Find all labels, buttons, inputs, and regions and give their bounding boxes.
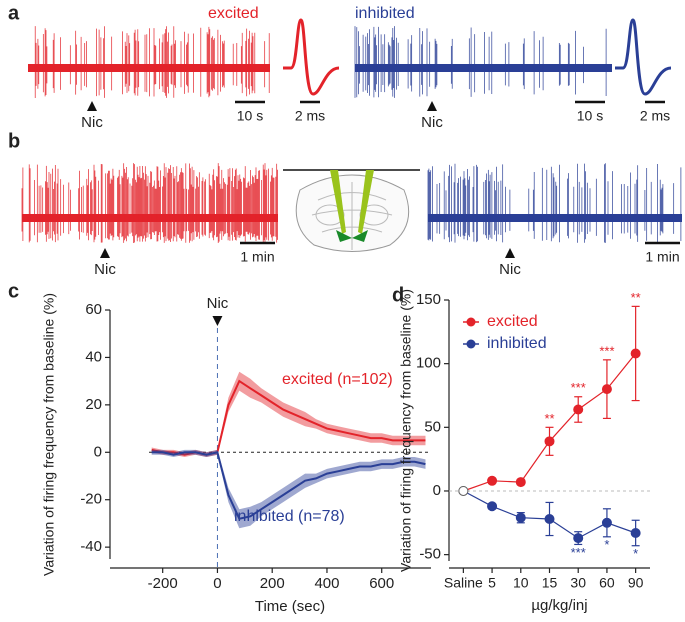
trace-baseline <box>28 64 270 72</box>
spike-trace <box>21 163 278 243</box>
spike-waveform <box>615 18 672 96</box>
y-tick-label: -20 <box>80 491 102 508</box>
nic-label: Nic <box>94 261 116 278</box>
x-tick-label: 200 <box>260 575 285 592</box>
significance-label: ** <box>631 290 641 305</box>
data-point <box>544 436 555 447</box>
x-axis-title: Time (sec) <box>255 598 325 615</box>
significance-label: ** <box>544 411 554 426</box>
data-point <box>515 477 526 488</box>
data-point <box>487 501 498 512</box>
trace-baseline <box>355 64 612 72</box>
scale-label: 2 ms <box>295 108 325 124</box>
data-point <box>487 475 498 486</box>
scale-label: 10 s <box>237 108 263 124</box>
legend-label: excited <box>487 313 538 330</box>
spike-trace <box>34 26 270 98</box>
x-axis-title: µg/kg/inj <box>531 597 587 614</box>
spike-trace <box>354 26 607 98</box>
significance-label: *** <box>571 380 586 395</box>
panel-letter: d <box>392 284 404 306</box>
x-tick-label: -200 <box>148 575 178 592</box>
legend-label: inhibited <box>487 335 547 352</box>
x-tick-label: 15 <box>542 575 558 591</box>
trace-baseline <box>428 214 682 222</box>
trace-title: inhibited <box>355 5 415 22</box>
y-tick-label: 100 <box>416 355 441 372</box>
significance-label: *** <box>599 343 614 358</box>
nic-label: Nic <box>499 261 521 278</box>
nic-label: Nic <box>81 114 103 131</box>
y-tick-label: 60 <box>85 301 102 318</box>
event-arrow <box>212 316 223 326</box>
significance-label: * <box>633 546 638 561</box>
nic-arrow <box>505 248 515 258</box>
data-point <box>601 384 612 395</box>
panel-letter: a <box>8 2 20 24</box>
data-point <box>630 527 641 538</box>
x-tick-label: Saline <box>444 575 483 591</box>
y-tick-label: 40 <box>85 348 102 365</box>
y-axis-title: Variation of firing frequency from basel… <box>398 289 414 572</box>
y-tick-label: -50 <box>419 546 441 563</box>
legend-marker <box>466 339 476 349</box>
y-tick-label: 20 <box>85 396 102 413</box>
data-point <box>573 404 584 415</box>
event-label: Nic <box>207 295 229 312</box>
data-point <box>458 485 469 496</box>
nic-arrow <box>87 101 97 111</box>
scale-label: 1 min <box>240 249 274 265</box>
nic-arrow <box>427 101 437 111</box>
scale-label: 2 ms <box>640 108 670 124</box>
x-tick-label: 400 <box>314 575 339 592</box>
x-tick-label: 5 <box>488 575 496 591</box>
spike-waveform <box>283 18 340 96</box>
legend-marker <box>466 317 476 327</box>
scale-label: 10 s <box>577 108 603 124</box>
data-point <box>630 348 641 359</box>
x-tick-label: 30 <box>570 575 586 591</box>
significance-label: *** <box>571 545 586 560</box>
scale-label: 1 min <box>645 249 679 265</box>
y-tick-label: 0 <box>433 482 441 499</box>
x-tick-label: 0 <box>213 575 221 592</box>
mean-line <box>151 451 426 520</box>
spike-trace <box>427 163 682 243</box>
trace-title: excited <box>208 5 259 22</box>
y-tick-label: 150 <box>416 291 441 308</box>
y-tick-label: -40 <box>80 538 102 555</box>
error-band <box>151 449 426 529</box>
significance-label: * <box>604 537 609 552</box>
x-tick-label: 60 <box>599 575 615 591</box>
series-label: excited (n=102) <box>282 371 393 388</box>
y-tick-label: 0 <box>94 443 102 460</box>
panel-letter: b <box>8 130 20 152</box>
data-point <box>573 533 584 544</box>
series-label: inhibited (n=78) <box>234 508 345 525</box>
nic-label: Nic <box>421 114 443 131</box>
brain-schematic <box>283 169 420 252</box>
data-point <box>515 512 526 523</box>
nic-arrow <box>100 248 110 258</box>
x-tick-label: 600 <box>369 575 394 592</box>
y-axis-title: Variation of firing frequency from basel… <box>41 293 57 576</box>
data-point <box>601 517 612 528</box>
x-tick-label: 10 <box>513 575 529 591</box>
x-tick-label: 90 <box>628 575 644 591</box>
y-tick-label: 50 <box>424 418 441 435</box>
panel-letter: c <box>8 280 19 302</box>
data-point <box>544 513 555 524</box>
